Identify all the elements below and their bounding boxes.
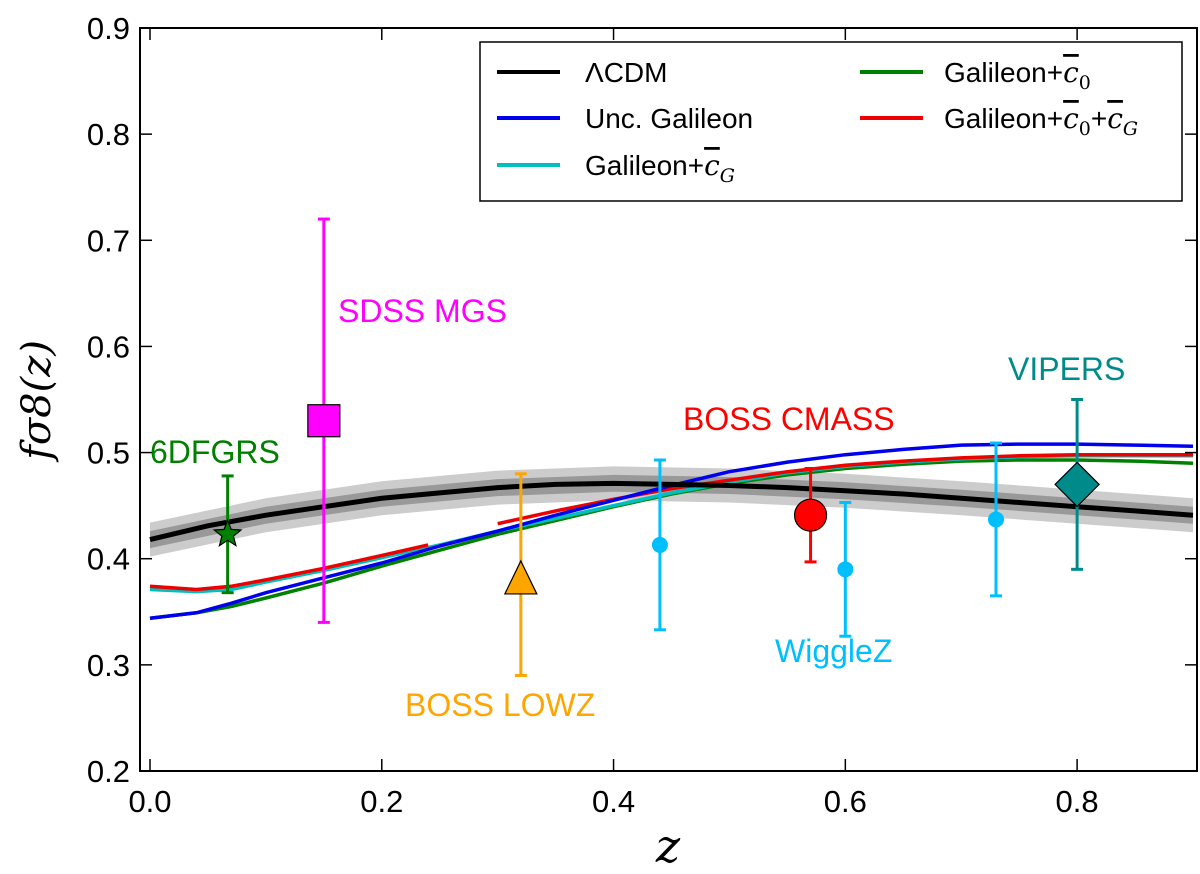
x-tick-label: 0.6 xyxy=(824,784,867,819)
label-wigglez: WiggleZ xyxy=(775,633,892,669)
marker-sdss-mgs xyxy=(307,404,341,438)
measurement-points xyxy=(212,217,1100,677)
marker-boss-lowz xyxy=(503,559,538,595)
legend-label-galileon-c0-cg-subscript2: G xyxy=(1123,118,1138,140)
legend-label-unc-galileon: Unc. Galileon xyxy=(585,103,753,134)
y-tick-label: 0.8 xyxy=(87,117,130,152)
legend-label-galileon-cg: Galileon+cG xyxy=(585,149,735,187)
y-tick-label: 0.6 xyxy=(87,329,130,364)
marker-wigglez-z-0-73 xyxy=(987,511,1004,528)
marker-vipers xyxy=(1054,461,1100,508)
legend-label-galileon-c0-cg-plus: + xyxy=(1091,103,1107,134)
label-6dfgrs: 6DFGRS xyxy=(150,434,280,470)
legend-label-lcdm: ΛCDM xyxy=(585,57,667,88)
legend-label-galileon-cg-text: Galileon+ xyxy=(585,150,704,181)
x-tick-label: 0.4 xyxy=(592,784,635,819)
legend-label-galileon-c0-text: Galileon+ xyxy=(944,57,1063,88)
legend-label-galileon-c0-cg-subscript: 0 xyxy=(1079,118,1091,140)
legend-label-galileon-c0-cg: Galileon+c0+cG xyxy=(944,102,1138,140)
label-vipers: VIPERS xyxy=(1008,351,1125,387)
legend-label-galileon-cg-symbol: c xyxy=(704,149,720,182)
x-tick-label: 0.8 xyxy=(1056,784,1099,819)
curve-galileon-c-0-c-g-segment-1 xyxy=(149,543,429,592)
legend-label-galileon-c0-cg-symbol: c xyxy=(1063,102,1079,135)
y-axis-label: fσ8(z) xyxy=(14,340,60,463)
y-tick-label: 0.5 xyxy=(87,436,130,471)
survey-labels: SDSS MGS 6DFGRS BOSS CMASS VIPERS Wiggle… xyxy=(150,293,1125,723)
y-tick-label: 0.2 xyxy=(87,754,130,789)
legend: ΛCDM Unc. Galileon Galileon+cG Galileon+… xyxy=(479,41,1183,202)
legend-label-galileon-c0-cg-symbol2: c xyxy=(1107,102,1123,135)
legend-label-galileon-c0: Galileon+c0 xyxy=(944,56,1091,94)
model-curves xyxy=(149,442,1194,620)
label-sdss-mgs: SDSS MGS xyxy=(338,293,507,329)
marker-wigglez-z-0-60 xyxy=(837,561,854,578)
legend-label-galileon-c0-symbol: c xyxy=(1063,56,1079,89)
axis-ticks: 0.0 0.2 0.4 0.6 0.80.20.30.40.50.60.70.80.9 xyxy=(87,11,1197,819)
curve-unc-galileon xyxy=(149,442,1194,620)
y-tick-label: 0.3 xyxy=(87,648,130,683)
plot-frame xyxy=(139,27,1198,772)
x-axis-label: z xyxy=(655,819,681,873)
y-tick-label: 0.4 xyxy=(87,542,130,577)
marker-boss-cmass xyxy=(793,498,828,532)
legend-label-galileon-c0-cg-text: Galileon+ xyxy=(944,103,1063,134)
legend-label-galileon-c0-subscript: 0 xyxy=(1079,72,1091,94)
x-tick-label: 0.0 xyxy=(128,784,171,819)
marker-wigglez-z-0-44 xyxy=(651,536,668,553)
y-tick-label: 0.9 xyxy=(87,11,130,46)
x-tick-label: 0.2 xyxy=(360,784,403,819)
legend-label-galileon-cg-subscript: G xyxy=(720,165,735,187)
label-boss-cmass: BOSS CMASS xyxy=(683,401,895,437)
label-boss-lowz: BOSS LOWZ xyxy=(405,687,595,723)
y-tick-label: 0.7 xyxy=(87,223,130,258)
legend-box xyxy=(479,41,1183,202)
marker-6dfgrs xyxy=(212,518,243,547)
